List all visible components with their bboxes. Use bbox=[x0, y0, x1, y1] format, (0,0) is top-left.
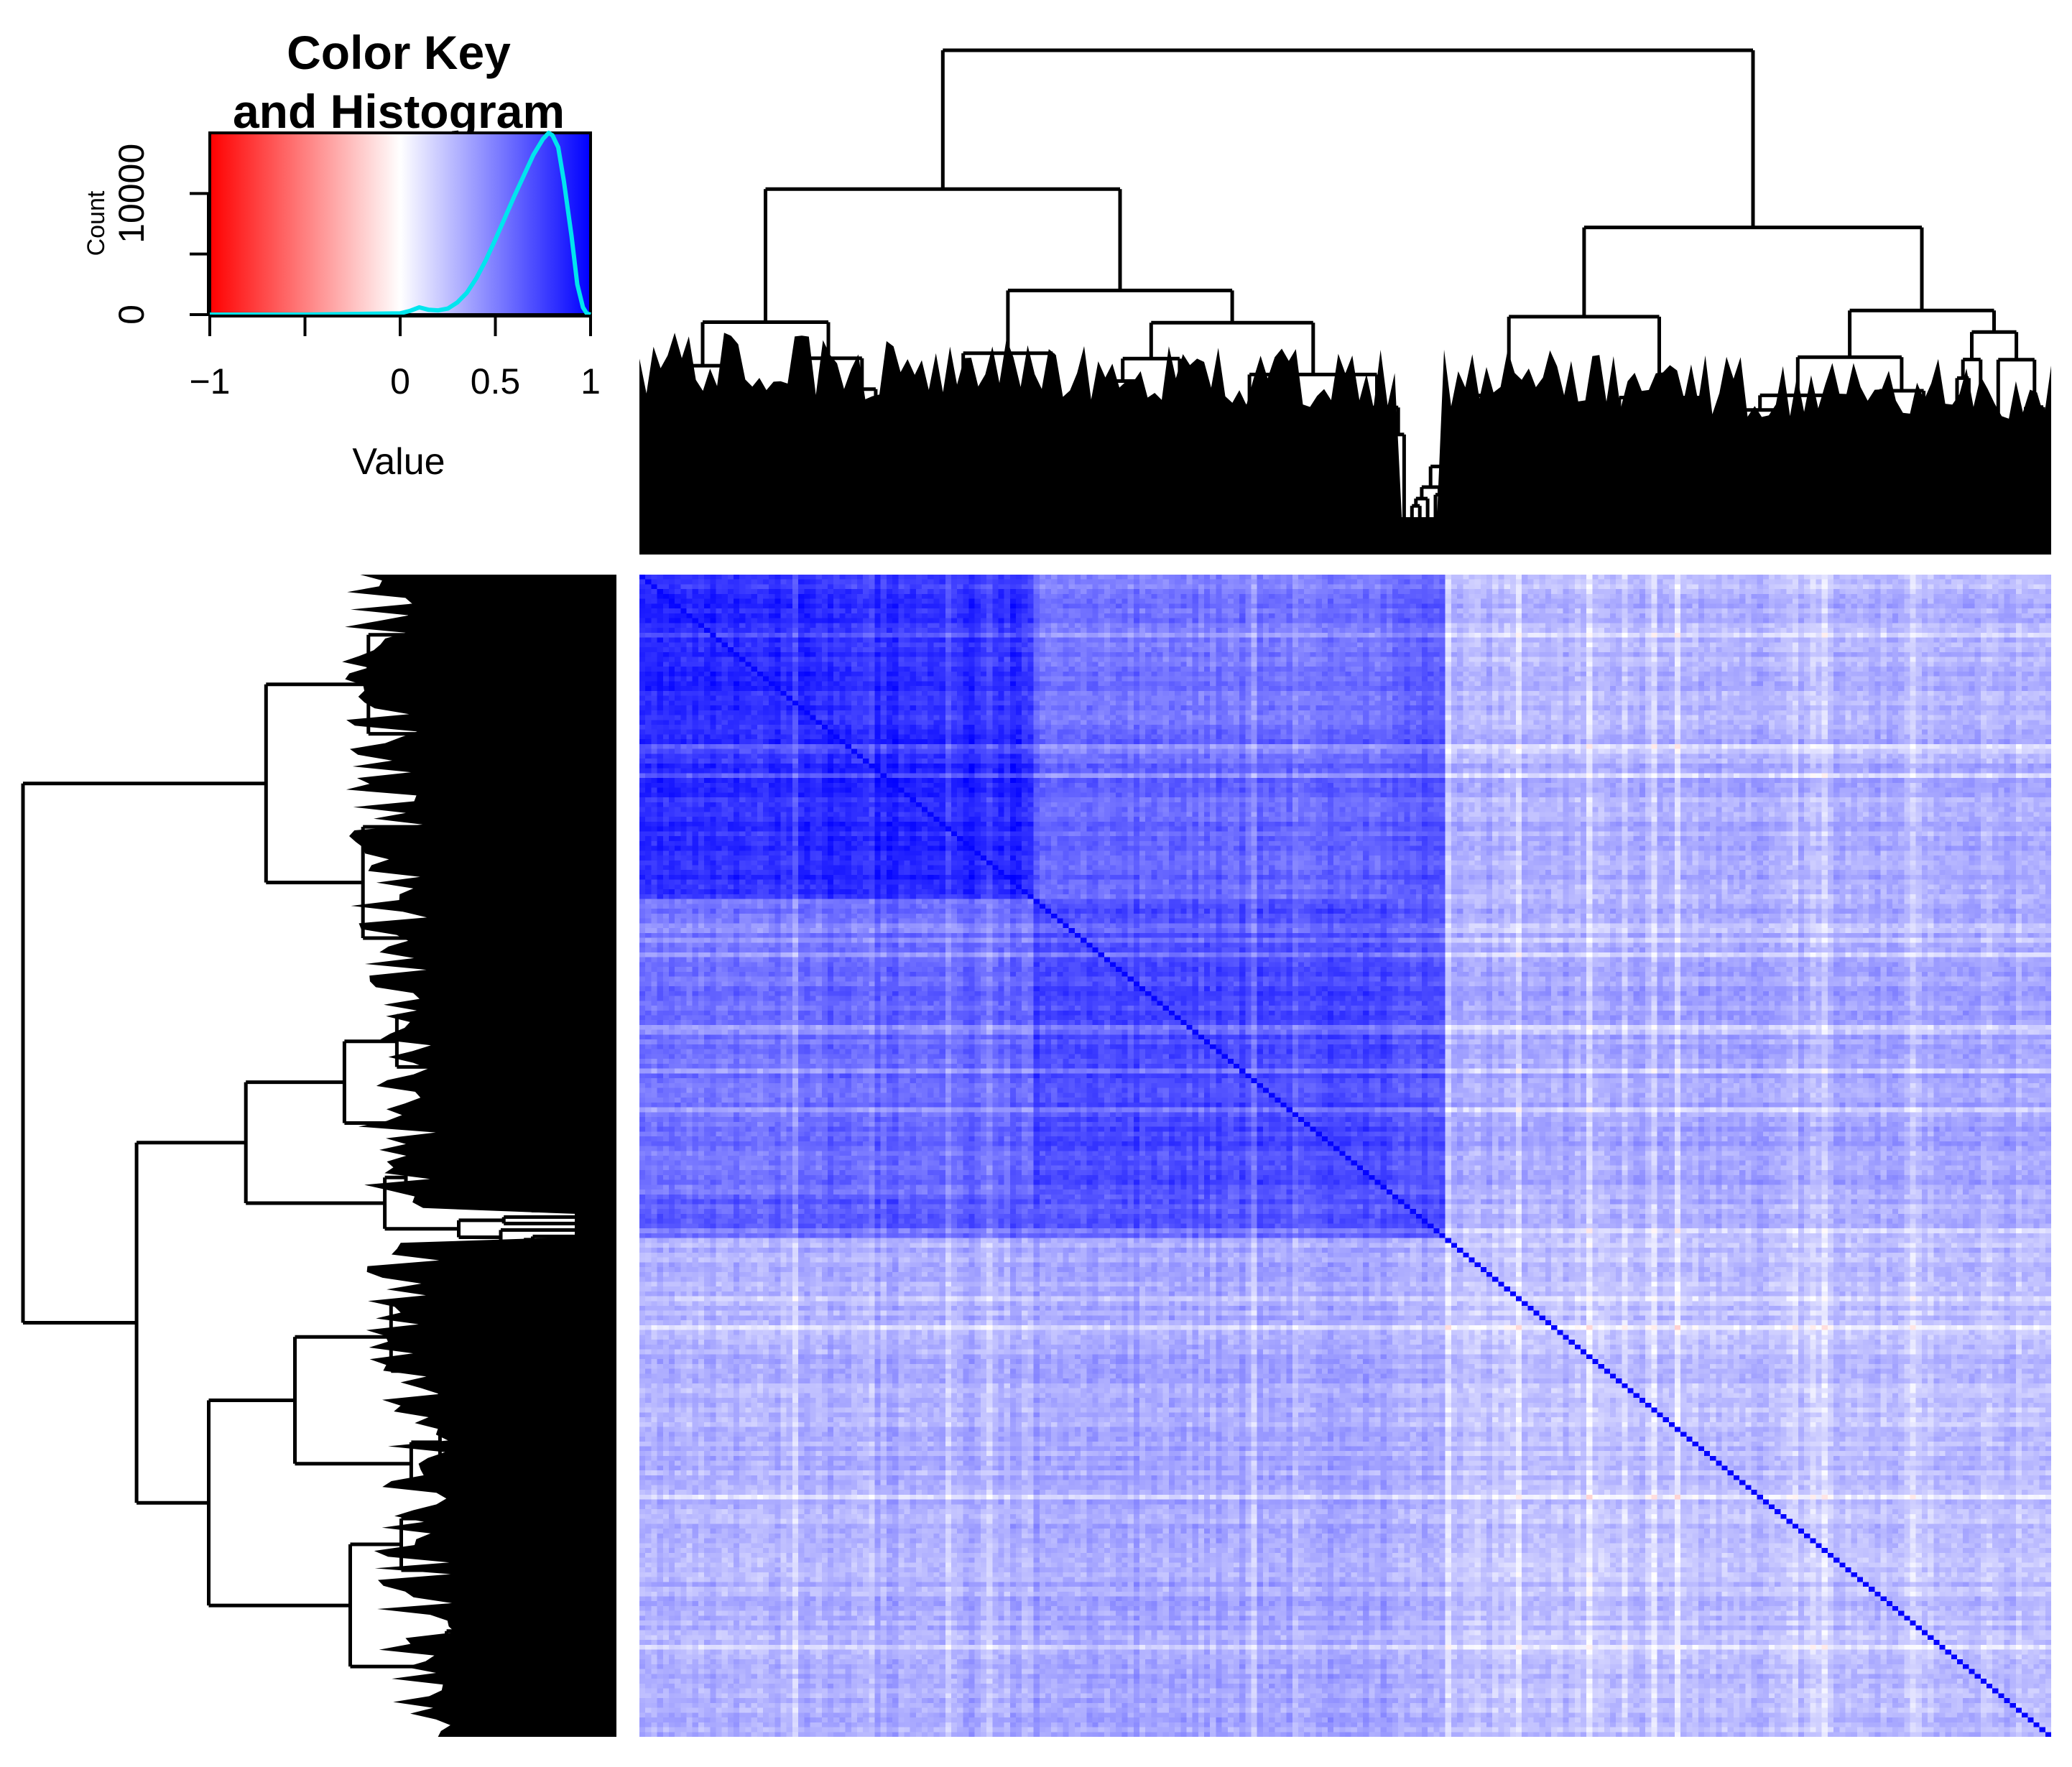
heatmap-matrix bbox=[639, 575, 2051, 1737]
color-key-panel: −1 0 0.5 1 0 10000 Value Count bbox=[83, 131, 601, 483]
color-key-y-axis: 0 10000 bbox=[111, 144, 210, 325]
color-key-x-axis: −1 0 0.5 1 bbox=[189, 315, 601, 402]
heatmap-cells bbox=[639, 575, 2051, 1737]
x-tick-label: 0 bbox=[390, 361, 410, 402]
color-key-y-axis-title: Count bbox=[83, 190, 110, 256]
x-tick-label: 1 bbox=[581, 361, 601, 402]
y-tick-label: 0 bbox=[111, 305, 152, 325]
color-key-gradient bbox=[210, 133, 591, 315]
color-key-title-line2: and Histogram bbox=[233, 85, 565, 138]
row-dendrogram bbox=[21, 575, 616, 1737]
color-key-title-line1: Color Key bbox=[287, 26, 511, 79]
row-dendrogram-leaf-mass bbox=[342, 575, 616, 1737]
y-tick-label: 10000 bbox=[111, 144, 152, 244]
column-dendrogram-leaf-mass bbox=[639, 333, 2051, 555]
x-tick-label: 0.5 bbox=[471, 361, 521, 402]
color-key-x-axis-title: Value bbox=[352, 441, 445, 483]
histogram-density-line bbox=[210, 131, 591, 317]
x-tick-label: −1 bbox=[189, 361, 230, 402]
column-dendrogram bbox=[639, 48, 2051, 555]
